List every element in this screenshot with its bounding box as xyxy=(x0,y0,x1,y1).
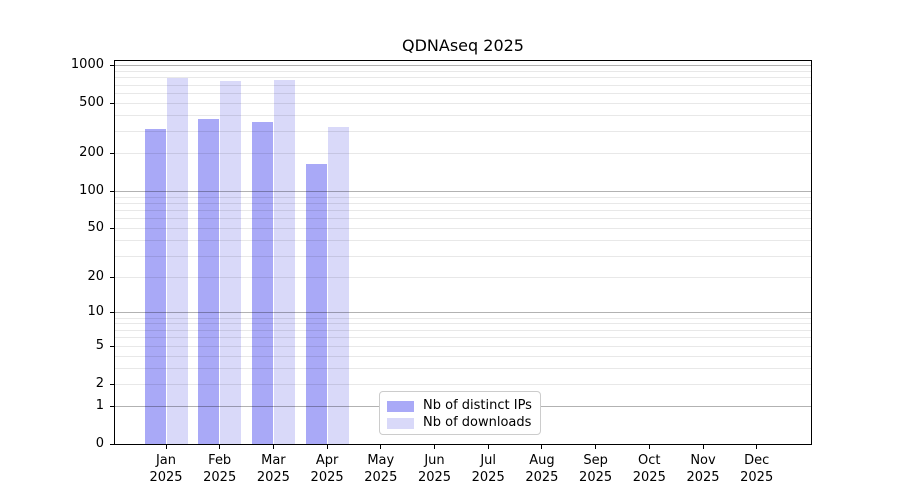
gridline-minor-2 xyxy=(115,383,811,385)
bar-distinct-ips-apr xyxy=(305,164,327,444)
y-tick-label-1: 1 xyxy=(95,397,104,413)
legend: Nb of distinct IPs Nb of downloads xyxy=(379,391,541,435)
gridline-minor-30 xyxy=(115,255,811,257)
x-tick-mark-apr xyxy=(326,445,328,449)
x-tick-mark-jan xyxy=(165,445,167,449)
x-tick-label-mar: Mar 2025 xyxy=(256,453,290,485)
legend-label-downloads: Nb of downloads xyxy=(423,415,532,430)
gridline-minor-8 xyxy=(115,323,811,325)
x-tick-mark-oct xyxy=(648,445,650,449)
gridline-minor-80 xyxy=(115,202,811,204)
bar-distinct-ips-mar xyxy=(251,122,273,444)
gridline-major-1000 xyxy=(115,65,811,66)
y-tick-label-1000: 1000 xyxy=(70,57,104,72)
x-tick-mark-feb xyxy=(219,445,221,449)
plot-area: Nb of distinct IPs Nb of downloads xyxy=(114,60,812,445)
x-tick-mark-sep xyxy=(595,445,597,449)
legend-item-distinct-ips: Nb of distinct IPs xyxy=(387,398,534,414)
x-tick-label-jul: Jul 2025 xyxy=(471,453,505,485)
y-tick-label-500: 500 xyxy=(79,94,104,110)
y-tick-mark-50 xyxy=(110,228,115,230)
x-tick-label-dec: Dec 2025 xyxy=(740,453,774,485)
y-tick-mark-10 xyxy=(110,312,115,314)
y-tick-label-20: 20 xyxy=(87,268,104,284)
gridline-minor-600 xyxy=(115,92,811,94)
x-tick-mark-may xyxy=(380,445,382,449)
bar-downloads-mar xyxy=(273,80,295,444)
x-tick-mark-jul xyxy=(487,445,489,449)
y-tick-mark-500 xyxy=(110,102,115,104)
gridline-minor-6 xyxy=(115,337,811,339)
gridline-minor-5 xyxy=(115,345,811,347)
gridline-minor-300 xyxy=(115,130,811,132)
legend-item-downloads: Nb of downloads xyxy=(387,415,534,431)
y-tick-mark-200 xyxy=(110,153,115,155)
x-tick-label-may: May 2025 xyxy=(364,453,398,485)
bar-downloads-jan xyxy=(166,77,188,444)
x-tick-label-apr: Apr 2025 xyxy=(310,453,344,485)
gridline-minor-60 xyxy=(115,218,811,220)
x-tick-label-sep: Sep 2025 xyxy=(579,453,613,485)
x-tick-mark-dec xyxy=(756,445,758,449)
y-tick-label-2: 2 xyxy=(95,375,104,391)
x-tick-mark-nov xyxy=(702,445,704,449)
y-tick-mark-2 xyxy=(110,383,115,385)
legend-swatch-downloads xyxy=(387,417,414,429)
y-tick-label-100: 100 xyxy=(79,182,104,198)
gridline-major-100 xyxy=(115,190,811,192)
gridline-minor-4 xyxy=(115,355,811,357)
y-tick-label-50: 50 xyxy=(87,220,104,236)
gridline-minor-900 xyxy=(115,70,811,72)
gridline-minor-7 xyxy=(115,329,811,331)
x-tick-mark-mar xyxy=(272,445,274,449)
y-tick-label-5: 5 xyxy=(95,337,104,353)
gridline-minor-200 xyxy=(115,153,811,155)
x-tick-mark-aug xyxy=(541,445,543,449)
gridline-minor-90 xyxy=(115,196,811,198)
gridline-minor-50 xyxy=(115,228,811,230)
y-tick-mark-5 xyxy=(110,345,115,347)
bar-downloads-feb xyxy=(220,80,242,444)
gridline-minor-400 xyxy=(115,115,811,117)
bar-downloads-apr xyxy=(327,126,349,444)
y-tick-mark-1 xyxy=(110,405,115,407)
gridline-minor-40 xyxy=(115,240,811,242)
gridline-minor-500 xyxy=(115,102,811,104)
chart-title: QDNAseq 2025 xyxy=(402,36,524,55)
x-tick-label-aug: Aug 2025 xyxy=(525,453,559,485)
bar-distinct-ips-jan xyxy=(144,129,166,444)
bar-distinct-ips-feb xyxy=(198,119,220,444)
y-tick-label-0: 0 xyxy=(95,436,104,451)
gridline-minor-70 xyxy=(115,210,811,212)
x-tick-label-oct: Oct 2025 xyxy=(632,453,666,485)
x-tick-label-nov: Nov 2025 xyxy=(686,453,720,485)
x-tick-mark-jun xyxy=(434,445,435,449)
x-tick-label-jun: Jun 2025 xyxy=(417,453,452,485)
gridline-minor-700 xyxy=(115,84,811,86)
gridline-minor-20 xyxy=(115,276,811,278)
x-tick-label-jan: Jan 2025 xyxy=(149,453,183,485)
gridline-minor-9 xyxy=(115,317,811,319)
y-tick-mark-1000 xyxy=(110,65,115,66)
y-tick-label-10: 10 xyxy=(87,304,104,320)
y-tick-mark-0 xyxy=(110,444,115,445)
y-tick-label-200: 200 xyxy=(79,145,104,161)
y-tick-mark-20 xyxy=(110,276,115,278)
x-tick-label-feb: Feb 2025 xyxy=(203,453,237,485)
y-tick-mark-100 xyxy=(110,190,115,192)
gridline-major-10 xyxy=(115,312,811,314)
gridline-minor-3 xyxy=(115,367,811,369)
legend-swatch-distinct-ips xyxy=(387,400,414,412)
gridline-minor-800 xyxy=(115,77,811,79)
legend-label-distinct-ips: Nb of distinct IPs xyxy=(423,398,532,413)
